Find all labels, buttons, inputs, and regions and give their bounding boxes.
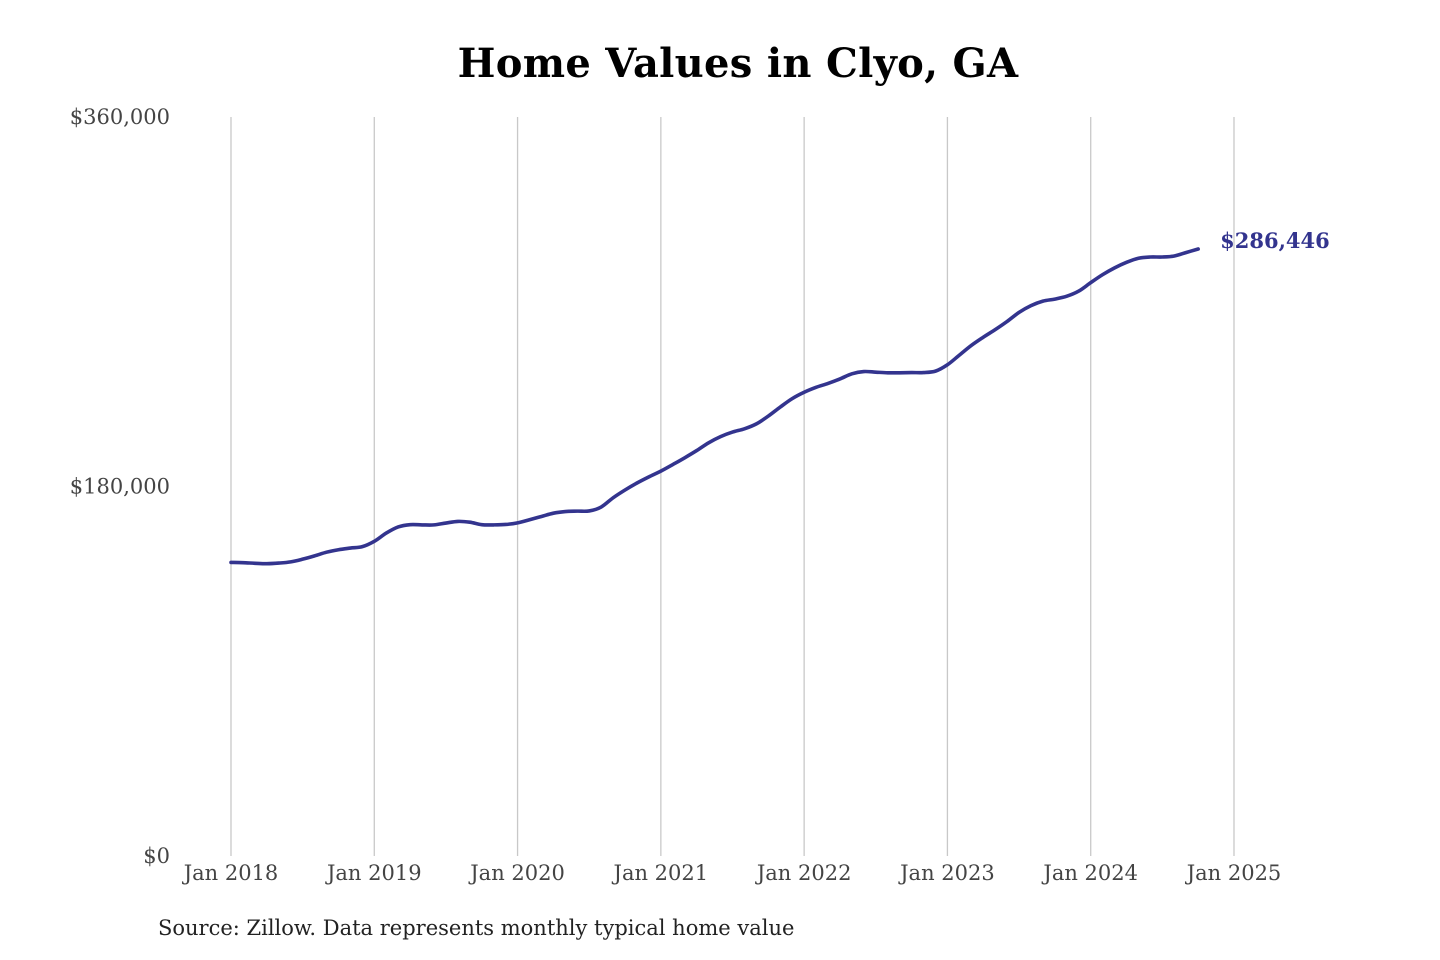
- series-layer: [229, 247, 1200, 566]
- vertical-gridlines: [230, 117, 1235, 856]
- x-tick-label: Jan 2023: [898, 861, 995, 885]
- x-tick-label: Jan 2022: [755, 861, 852, 885]
- x-tick-label: Jan 2019: [325, 861, 422, 885]
- annotation-layer: $286,446: [1220, 228, 1330, 253]
- source-note: Source: Zillow. Data represents monthly …: [158, 916, 795, 940]
- x-tick-label: Jan 2020: [468, 861, 565, 885]
- chart-title: Home Values in Clyo, GA: [457, 40, 1019, 87]
- home-value-line: [229, 247, 1200, 566]
- x-tick-label: Jan 2018: [182, 861, 279, 885]
- y-tick-label: $180,000: [70, 475, 170, 499]
- x-axis: Jan 2018 Jan 2019 Jan 2020 Jan 2021 Jan 2022…: [182, 861, 1282, 885]
- y-axis: $0 $180,000 $360,000: [70, 105, 170, 868]
- x-tick-label: Jan 2025: [1185, 861, 1282, 885]
- x-tick-label: Jan 2024: [1041, 861, 1138, 885]
- end-value-label: $286,446: [1220, 228, 1330, 253]
- y-tick-label: $0: [143, 844, 170, 868]
- x-tick-label: Jan 2021: [612, 861, 709, 885]
- y-tick-label: $360,000: [70, 105, 170, 129]
